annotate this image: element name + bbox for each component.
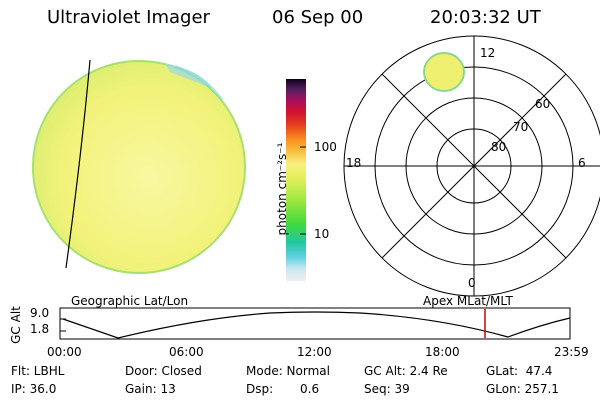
mlt-label-12: 12 [480,46,496,60]
colorbar [286,79,306,281]
mlt-label-6: 6 [578,156,586,170]
polar-plot [343,35,600,297]
glon-status: GLon: 257.1 [486,382,559,396]
terminator-line [65,59,91,269]
lat-label-80: 80 [491,140,507,154]
time-tick-2359: 23:59 [554,345,589,359]
time-label: 20:03:32 UT [430,7,541,28]
apex-label: Apex MLat/MLT [423,294,513,308]
app-title: Ultraviolet Imager [47,7,210,28]
geographic-label: Geographic Lat/Lon [71,294,189,308]
dsp-label: Dsp: [246,382,274,396]
alt-tick-1-8: 1.8 [30,322,50,336]
date-label: 06 Sep 00 [272,7,364,28]
seq-status: Seq: 39 [364,382,410,396]
gain-status: Gain: 13 [125,382,176,396]
ip-status: IP: 36.0 [11,382,57,396]
orbit-altitude-curve [62,311,571,339]
time-tick-0600: 06:00 [169,345,204,359]
altitude-plot [59,307,571,340]
gc-alt-axis-label: GC Alt [9,306,23,344]
mlt-label-18: 18 [346,156,362,170]
lat-label-70: 70 [513,120,529,134]
time-tick-0000: 00:00 [47,345,82,359]
colorbar-tick-10: 10 [314,227,330,241]
mode-status: Mode: Normal [246,364,330,378]
aurora-blob [423,52,465,92]
colorbar-label: photon cm⁻²s⁻¹ [275,142,289,236]
mlt-label-0: 0 [468,276,476,290]
earth-disk-image [32,59,246,274]
lat-label-60: 60 [535,97,551,111]
door-status: Door: Closed [125,364,202,378]
glat-status: GLat: 47.4 [486,364,553,378]
colorbar-tick-100: 100 [314,140,337,154]
dsp-value: 0.6 [300,382,320,396]
gc-alt-status: GC Alt: 2.4 Re [364,364,448,378]
filter-status: Flt: LBHL [11,364,65,378]
alt-tick-9: 9.0 [30,306,50,320]
time-tick-1200: 12:00 [297,345,332,359]
time-tick-1800: 18:00 [425,345,460,359]
